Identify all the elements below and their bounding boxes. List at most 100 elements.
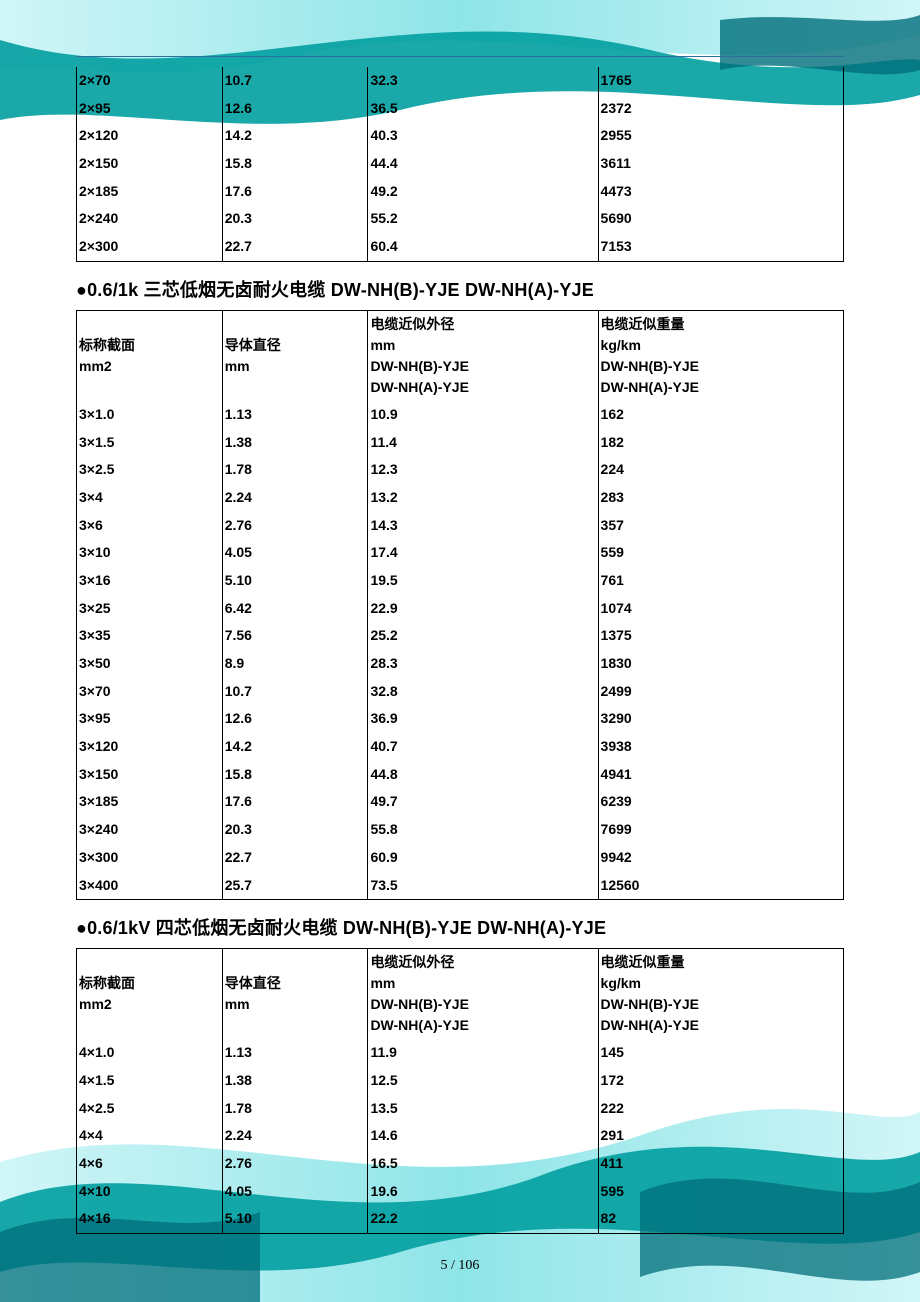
table-cell: 36.5 xyxy=(368,95,598,123)
table-cell: 145 xyxy=(598,1039,843,1067)
table-cell: 3×50 xyxy=(77,650,223,678)
table-three-core: 标称截面mm2 导体直径mm 电缆近似外径mmDW-NH(B)-YJEDW-NH… xyxy=(76,310,844,900)
table-cell: 3×400 xyxy=(77,872,223,900)
table-cell: 2.24 xyxy=(222,1122,368,1150)
table-cell: 22.7 xyxy=(222,233,368,261)
table-cell: 55.2 xyxy=(368,205,598,233)
table-cell: 222 xyxy=(598,1095,843,1123)
table-cell: 55.8 xyxy=(368,816,598,844)
table-cell: 32.3 xyxy=(368,67,598,95)
table-cell: 2×300 xyxy=(77,233,223,261)
table-cell: 3×1.0 xyxy=(77,401,223,429)
table-header-cell: 电缆近似重量kg/kmDW-NH(B)-YJEDW-NH(A)-YJE xyxy=(598,310,843,401)
table-cell: 3×70 xyxy=(77,678,223,706)
table-cell: 4473 xyxy=(598,178,843,206)
table-cell: 3938 xyxy=(598,733,843,761)
table-cell: 7153 xyxy=(598,233,843,261)
table-cell: 44.8 xyxy=(368,761,598,789)
table-cell: 25.7 xyxy=(222,872,368,900)
table-cell: 2×185 xyxy=(77,178,223,206)
table-row: 3×357.5625.21375 xyxy=(77,622,844,650)
header-rule xyxy=(76,56,844,57)
table-cell: 12.6 xyxy=(222,95,368,123)
table-cell: 60.9 xyxy=(368,844,598,872)
table-cell: 32.8 xyxy=(368,678,598,706)
table-cell: 11.9 xyxy=(368,1039,598,1067)
table-cell: 283 xyxy=(598,484,843,512)
table-row: 2×12014.240.32955 xyxy=(77,122,844,150)
table-cell: 15.8 xyxy=(222,150,368,178)
table-cell: 4×10 xyxy=(77,1178,223,1206)
table-cell: 3×95 xyxy=(77,705,223,733)
table-row: 3×508.928.31830 xyxy=(77,650,844,678)
table-cell: 3×6 xyxy=(77,512,223,540)
table-row: 2×30022.760.47153 xyxy=(77,233,844,261)
table-cell: 9942 xyxy=(598,844,843,872)
table-cell: 1765 xyxy=(598,67,843,95)
table-cell: 1.38 xyxy=(222,429,368,457)
table-cell: 4×1.0 xyxy=(77,1039,223,1067)
table-cell: 3×300 xyxy=(77,844,223,872)
table-cell: 5.10 xyxy=(222,567,368,595)
table-cell: 2955 xyxy=(598,122,843,150)
table-row: 3×165.1019.5761 xyxy=(77,567,844,595)
table-row: 3×256.4222.91074 xyxy=(77,595,844,623)
table-cell: 82 xyxy=(598,1205,843,1233)
table-cell: 3×35 xyxy=(77,622,223,650)
table-cell: 7699 xyxy=(598,816,843,844)
table-cell: 4941 xyxy=(598,761,843,789)
table-row: 3×62.7614.3357 xyxy=(77,512,844,540)
table-cell: 22.9 xyxy=(368,595,598,623)
table-cell: 172 xyxy=(598,1067,843,1095)
table-cell: 10.9 xyxy=(368,401,598,429)
table-cell: 4.05 xyxy=(222,1178,368,1206)
table-cell: 22.7 xyxy=(222,844,368,872)
table-cell: 2499 xyxy=(598,678,843,706)
table-cell: 291 xyxy=(598,1122,843,1150)
table-cell: 6239 xyxy=(598,788,843,816)
table-cell: 49.2 xyxy=(368,178,598,206)
table-cell: 1375 xyxy=(598,622,843,650)
table-cell: 14.2 xyxy=(222,733,368,761)
table-row: 4×62.7616.5411 xyxy=(77,1150,844,1178)
table-cell: 14.3 xyxy=(368,512,598,540)
table-cell: 8.9 xyxy=(222,650,368,678)
table-cell: 1074 xyxy=(598,595,843,623)
table-row: 4×42.2414.6291 xyxy=(77,1122,844,1150)
table-row: 2×18517.649.24473 xyxy=(77,178,844,206)
table-cell: 2.24 xyxy=(222,484,368,512)
table-row: 4×1.51.3812.5172 xyxy=(77,1067,844,1095)
table-row: 4×104.0519.6595 xyxy=(77,1178,844,1206)
section-title-three-core: ●0.6/1k 三芯低烟无卤耐火电缆 DW-NH(B)-YJE DW-NH(A)… xyxy=(76,276,844,302)
table-cell: 20.3 xyxy=(222,816,368,844)
table-cell: 5.10 xyxy=(222,1205,368,1233)
table-cell: 12.3 xyxy=(368,456,598,484)
table-row: 4×2.51.7813.5222 xyxy=(77,1095,844,1123)
table-cell: 13.2 xyxy=(368,484,598,512)
table-row: 3×18517.649.76239 xyxy=(77,788,844,816)
table-row: 2×24020.355.25690 xyxy=(77,205,844,233)
table-cell: 357 xyxy=(598,512,843,540)
table-cell: 3611 xyxy=(598,150,843,178)
table-cell: 224 xyxy=(598,456,843,484)
table-header-cell: 电缆近似外径mmDW-NH(B)-YJEDW-NH(A)-YJE xyxy=(368,310,598,401)
table-cell: 2.76 xyxy=(222,1150,368,1178)
table-row: 2×7010.732.31765 xyxy=(77,67,844,95)
table-cell: 28.3 xyxy=(368,650,598,678)
table-cell: 1.78 xyxy=(222,1095,368,1123)
table-cell: 2372 xyxy=(598,95,843,123)
table-cell: 20.3 xyxy=(222,205,368,233)
table-row: 4×165.1022.282 xyxy=(77,1205,844,1233)
table-cell: 595 xyxy=(598,1178,843,1206)
table-cell: 182 xyxy=(598,429,843,457)
table-cell: 5690 xyxy=(598,205,843,233)
table-row: 3×1.51.3811.4182 xyxy=(77,429,844,457)
table-header-cell: 标称截面mm2 xyxy=(77,949,223,1040)
table-cell: 4×6 xyxy=(77,1150,223,1178)
table-cell: 761 xyxy=(598,567,843,595)
table-cell: 1830 xyxy=(598,650,843,678)
table-cell: 10.7 xyxy=(222,678,368,706)
table-cell: 2×70 xyxy=(77,67,223,95)
table-cell: 3×1.5 xyxy=(77,429,223,457)
table-row: 3×42.2413.2283 xyxy=(77,484,844,512)
